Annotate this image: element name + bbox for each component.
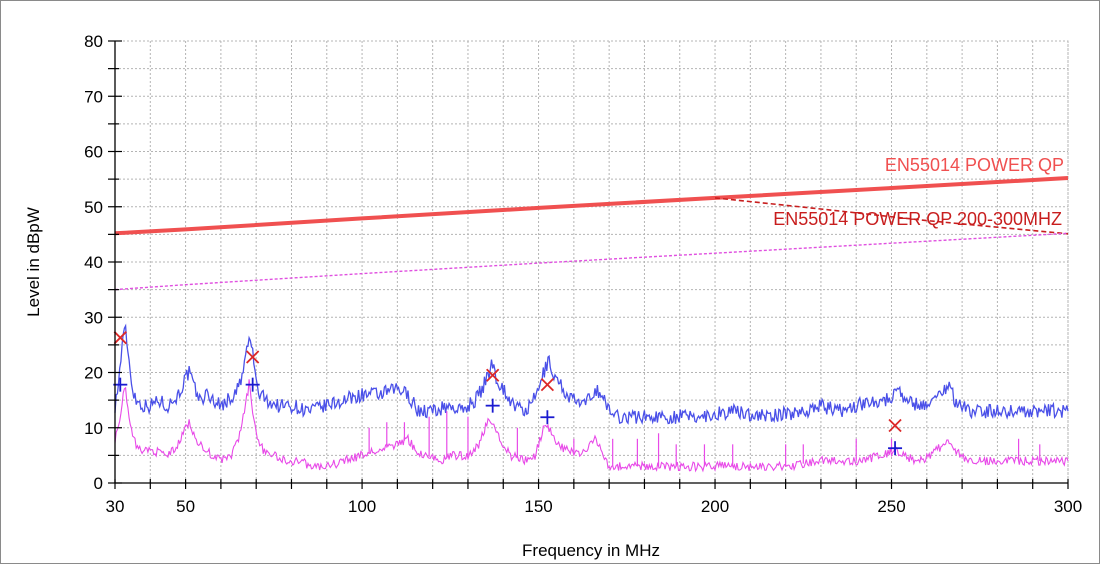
y-axis-title: Level in dBpW xyxy=(24,207,43,317)
y-tick-label: 30 xyxy=(84,308,103,327)
limit-labels: EN55014 POWER QP EN55014 POWER QP 200-30… xyxy=(773,155,1064,229)
y-tick-label: 60 xyxy=(84,143,103,162)
limit-label-power-qp: EN55014 POWER QP xyxy=(885,155,1064,175)
x-axis-title: Frequency in MHz xyxy=(522,541,660,560)
x-tick-label: 100 xyxy=(348,497,376,516)
series-line-0 xyxy=(114,323,1069,426)
x-tick-label: 50 xyxy=(176,497,195,516)
x-tick-label: 300 xyxy=(1054,497,1082,516)
series-line-1 xyxy=(114,379,1069,473)
x-marker xyxy=(888,418,902,433)
x-tick-label: 200 xyxy=(701,497,729,516)
limit-line-0 xyxy=(114,176,1069,236)
limit-line-1 xyxy=(714,197,1069,235)
y-tick-label: 80 xyxy=(84,32,103,51)
y-tick-label: 10 xyxy=(84,419,103,438)
x-marker xyxy=(540,378,555,392)
markers xyxy=(113,331,903,456)
limit-lines xyxy=(114,176,1069,291)
measurement-series xyxy=(114,323,1069,473)
y-tick-label: 50 xyxy=(84,198,103,217)
x-tick-label: 250 xyxy=(877,497,905,516)
x-marker xyxy=(486,368,500,382)
limit-line-2 xyxy=(114,232,1069,291)
limit-label-power-qp-200-300: EN55014 POWER QP 200-300MHZ xyxy=(773,209,1062,229)
x-tick-label: 30 xyxy=(106,497,125,516)
x-tick-label: 150 xyxy=(524,497,552,516)
x-marker xyxy=(246,350,260,364)
x-marker xyxy=(113,331,127,345)
y-tick-label: 0 xyxy=(94,474,103,493)
y-tick-label: 40 xyxy=(84,253,103,272)
axes xyxy=(108,40,1069,489)
y-tick-label: 20 xyxy=(84,364,103,383)
tick-labels: 0 10 20 30 40 50 60 70 80 30 50 100 150 200 250 300 xyxy=(84,32,1082,516)
y-tick-label: 70 xyxy=(84,87,103,106)
